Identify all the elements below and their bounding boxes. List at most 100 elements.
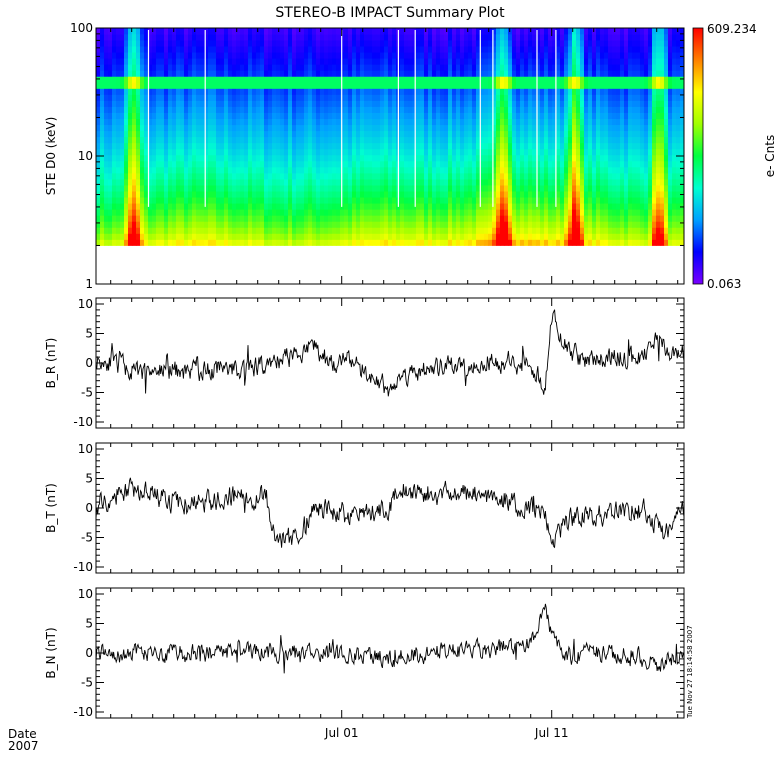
spectrogram-cell: [384, 100, 389, 107]
spectrogram-cell: [332, 106, 337, 113]
spectrogram-cell: [136, 148, 141, 156]
spectrogram-cell: [636, 215, 641, 222]
spectrogram-cell: [636, 221, 641, 228]
spectrogram-cell: [504, 172, 509, 180]
spectrogram-cell: [388, 70, 393, 77]
spectrogram-cell: [460, 160, 465, 168]
spectrogram-cell: [260, 46, 265, 53]
spectrogram-cell: [288, 52, 293, 59]
spectrogram-cell: [112, 209, 117, 216]
spectrogram-cell: [304, 100, 309, 107]
spectrogram-cell: [124, 112, 129, 120]
spectrogram-cell: [348, 154, 353, 162]
spectrogram-cell: [256, 221, 261, 228]
spectrogram-cell: [332, 76, 337, 83]
spectrogram-cell: [556, 221, 561, 228]
spectrogram-cell: [308, 227, 313, 234]
spectrogram-cell: [288, 34, 293, 41]
spectrogram-cell: [220, 227, 225, 234]
spectrogram-cell: [248, 130, 253, 138]
spectrogram-cell: [420, 112, 425, 120]
spectrogram-cell: [276, 166, 281, 174]
spectrogram-cell: [100, 203, 105, 210]
spectrogram-cell: [164, 124, 169, 132]
spectrogram-cell: [132, 227, 137, 234]
spectrogram-cell: [524, 203, 529, 210]
spectrogram-cell: [636, 136, 641, 144]
spectrogram-cell: [112, 148, 117, 156]
spectrogram-cell: [544, 52, 549, 59]
spectrogram-cell: [248, 227, 253, 234]
spectrogram-cell: [588, 154, 593, 162]
spectrogram-cell: [128, 52, 133, 59]
spectrogram-cell: [384, 221, 389, 228]
spectrogram-cell: [428, 160, 433, 168]
spectrogram-cell: [224, 28, 229, 35]
spectrogram-cell: [644, 197, 649, 204]
spectrogram-cell: [540, 76, 545, 83]
spectrogram-cell: [240, 100, 245, 107]
spectrogram-cell: [544, 88, 549, 95]
spectrogram-cell: [340, 227, 345, 234]
spectrogram-cell: [620, 58, 625, 65]
spectrogram-cell: [408, 209, 413, 216]
spectrogram-cell: [488, 166, 493, 174]
spectrogram-cell: [236, 118, 241, 126]
spectrogram-cell: [172, 215, 177, 222]
spectrogram-cell: [100, 191, 105, 198]
spectrogram-cell: [608, 46, 613, 53]
spectrogram-cell: [308, 172, 313, 180]
spectrogram-cell: [644, 227, 649, 234]
spectrogram-cell: [340, 239, 345, 246]
spectrogram-cell: [272, 112, 277, 120]
spectrogram-cell: [416, 88, 421, 95]
spectrogram-cell: [532, 112, 537, 120]
spectrogram-cell: [588, 179, 593, 186]
spectrogram-cell: [280, 58, 285, 65]
spectrogram-cell: [524, 130, 529, 138]
spectrogram-cell: [124, 239, 129, 246]
spectrogram-cell: [604, 46, 609, 53]
spectrogram-cell: [636, 52, 641, 59]
spectrogram-cell: [160, 76, 165, 83]
spectrogram-cell: [152, 52, 157, 59]
spectrogram-cell: [180, 124, 185, 132]
spectrogram-cell: [304, 154, 309, 162]
spectrogram-cell: [332, 197, 337, 204]
spectrogram-cell: [320, 233, 325, 240]
spectrogram-cell: [436, 40, 441, 47]
spectrogram-cell: [532, 233, 537, 240]
spectrogram-cell: [208, 70, 213, 77]
spectrogram-cell: [600, 76, 605, 83]
spectrogram-cell: [376, 154, 381, 162]
spectrogram-cell: [604, 112, 609, 120]
spectrogram-cell: [104, 142, 109, 150]
spectrogram-cell: [212, 28, 217, 35]
spectrogram-cell: [112, 227, 117, 234]
spectrogram-cell: [516, 46, 521, 53]
spectrogram-cell: [616, 28, 621, 35]
spectrogram-cell: [388, 100, 393, 107]
spectrogram-cell: [284, 112, 289, 120]
spectrogram-cell: [364, 179, 369, 186]
spectrogram-cell: [404, 70, 409, 77]
spectrogram-cell: [632, 82, 637, 89]
spectrogram-cell: [264, 233, 269, 240]
spectrogram-cell: [332, 233, 337, 240]
spectrogram-cell: [508, 148, 513, 156]
spectrogram-cell: [216, 112, 221, 120]
spectrogram-cell: [196, 197, 201, 204]
spectrogram-cell: [640, 136, 645, 144]
spectrogram-cell: [292, 118, 297, 126]
spectrogram-cell: [452, 76, 457, 83]
spectrogram-cell: [192, 88, 197, 95]
spectrogram-cell: [556, 130, 561, 138]
spectrogram-cell: [560, 94, 565, 101]
spectrogram-cell: [520, 70, 525, 77]
spectrogram-cell: [504, 233, 509, 240]
spectrogram-cell: [532, 179, 537, 186]
spectrogram-cell: [568, 40, 573, 47]
spectrogram-cell: [432, 185, 437, 192]
spectrogram-cell: [548, 76, 553, 83]
spectrogram-cell: [584, 106, 589, 113]
